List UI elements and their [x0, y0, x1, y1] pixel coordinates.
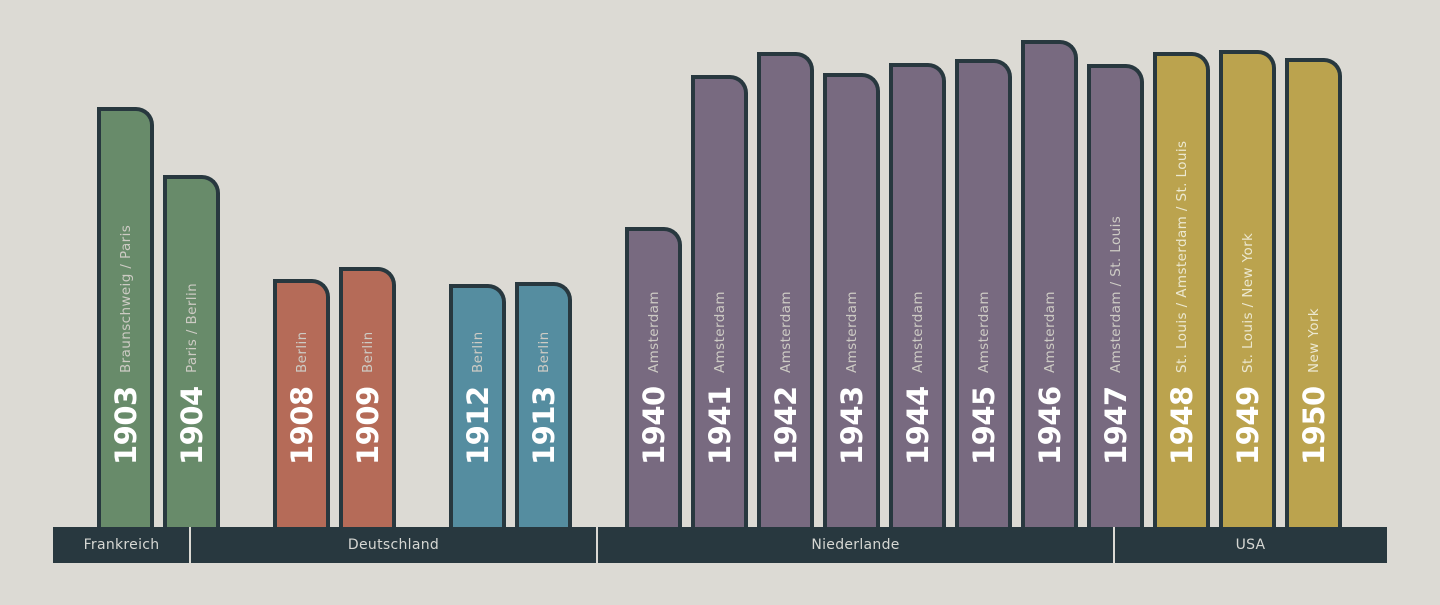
bar-city-label: Amsterdam	[1041, 291, 1058, 373]
bar-city-label: Amsterdam	[909, 291, 926, 373]
bar-year-label: 1944	[900, 386, 935, 465]
bar-1908: 1908 Berlin	[273, 279, 330, 527]
bar-1941: 1941 Amsterdam	[691, 75, 748, 527]
bar-city-label: St. Louis / Amsterdam / St. Louis	[1173, 140, 1190, 373]
region-label-deutschland: Deutschland	[347, 537, 440, 553]
bar-year-label: 1940	[636, 386, 671, 465]
bar-1944: 1944 Amsterdam	[889, 63, 946, 527]
bar-1903: 1903 Braunschweig / Paris	[97, 107, 154, 527]
bar-city-label: Amsterdam	[711, 291, 728, 373]
bar-year-label: 1946	[1032, 386, 1067, 465]
bar-city-label: New York	[1305, 307, 1322, 373]
bar-year-label: 1903	[108, 386, 143, 465]
bar-1948: 1948 St. Louis / Amsterdam / St. Louis	[1153, 52, 1210, 527]
region-label-frankreich: Frankreich	[83, 537, 160, 553]
bar-city-label: St. Louis / New York	[1239, 232, 1256, 373]
bar-1945: 1945 Amsterdam	[955, 59, 1012, 527]
bar-1949: 1949 St. Louis / New York	[1219, 50, 1276, 527]
region-divider	[189, 527, 191, 563]
bar-year-label: 1913	[526, 386, 561, 465]
bar-city-label: Amsterdam / St. Louis	[1107, 215, 1124, 373]
bar-year-label: 1949	[1230, 386, 1265, 465]
bar-1946: 1946 Amsterdam	[1021, 40, 1078, 527]
region-band	[53, 527, 1387, 563]
bar-1940: 1940 Amsterdam	[625, 227, 682, 527]
bar-1909: 1909 Berlin	[339, 267, 396, 527]
bar-city-label: Amsterdam	[777, 291, 794, 373]
bar-year-label: 1909	[350, 386, 385, 465]
region-label-usa: USA	[1235, 537, 1266, 553]
bar-year-label: 1908	[284, 386, 319, 465]
bar-1912: 1912 Berlin	[449, 284, 506, 527]
bar-1947: 1947 Amsterdam / St. Louis	[1087, 64, 1144, 527]
bar-1942: 1942 Amsterdam	[757, 52, 814, 527]
bar-city-label: Berlin	[469, 331, 486, 373]
bar-city-label: Amsterdam	[645, 291, 662, 373]
bar-city-label: Amsterdam	[975, 291, 992, 373]
bar-city-label: Paris / Berlin	[183, 282, 200, 373]
bar-year-label: 1948	[1164, 386, 1199, 465]
bar-year-label: 1945	[966, 386, 1001, 465]
bar-1904: 1904 Paris / Berlin	[163, 175, 220, 527]
region-divider	[1113, 527, 1115, 563]
bar-city-label: Berlin	[359, 331, 376, 373]
bar-1913: 1913 Berlin	[515, 282, 572, 527]
bar-year-label: 1941	[702, 386, 737, 465]
bar-year-label: 1912	[460, 386, 495, 465]
bar-city-label: Berlin	[293, 331, 310, 373]
bar-city-label: Berlin	[535, 331, 552, 373]
bar-1943: 1943 Amsterdam	[823, 73, 880, 527]
bar-city-label: Amsterdam	[843, 291, 860, 373]
bar-year-label: 1950	[1296, 386, 1331, 465]
bar-city-label: Braunschweig / Paris	[117, 224, 134, 373]
region-label-niederlande: Niederlande	[811, 537, 900, 553]
region-divider	[596, 527, 598, 563]
bar-year-label: 1904	[174, 386, 209, 465]
bar-year-label: 1942	[768, 386, 803, 465]
bar-year-label: 1947	[1098, 386, 1133, 465]
bar-1950: 1950 New York	[1285, 58, 1342, 527]
bar-year-label: 1943	[834, 386, 869, 465]
